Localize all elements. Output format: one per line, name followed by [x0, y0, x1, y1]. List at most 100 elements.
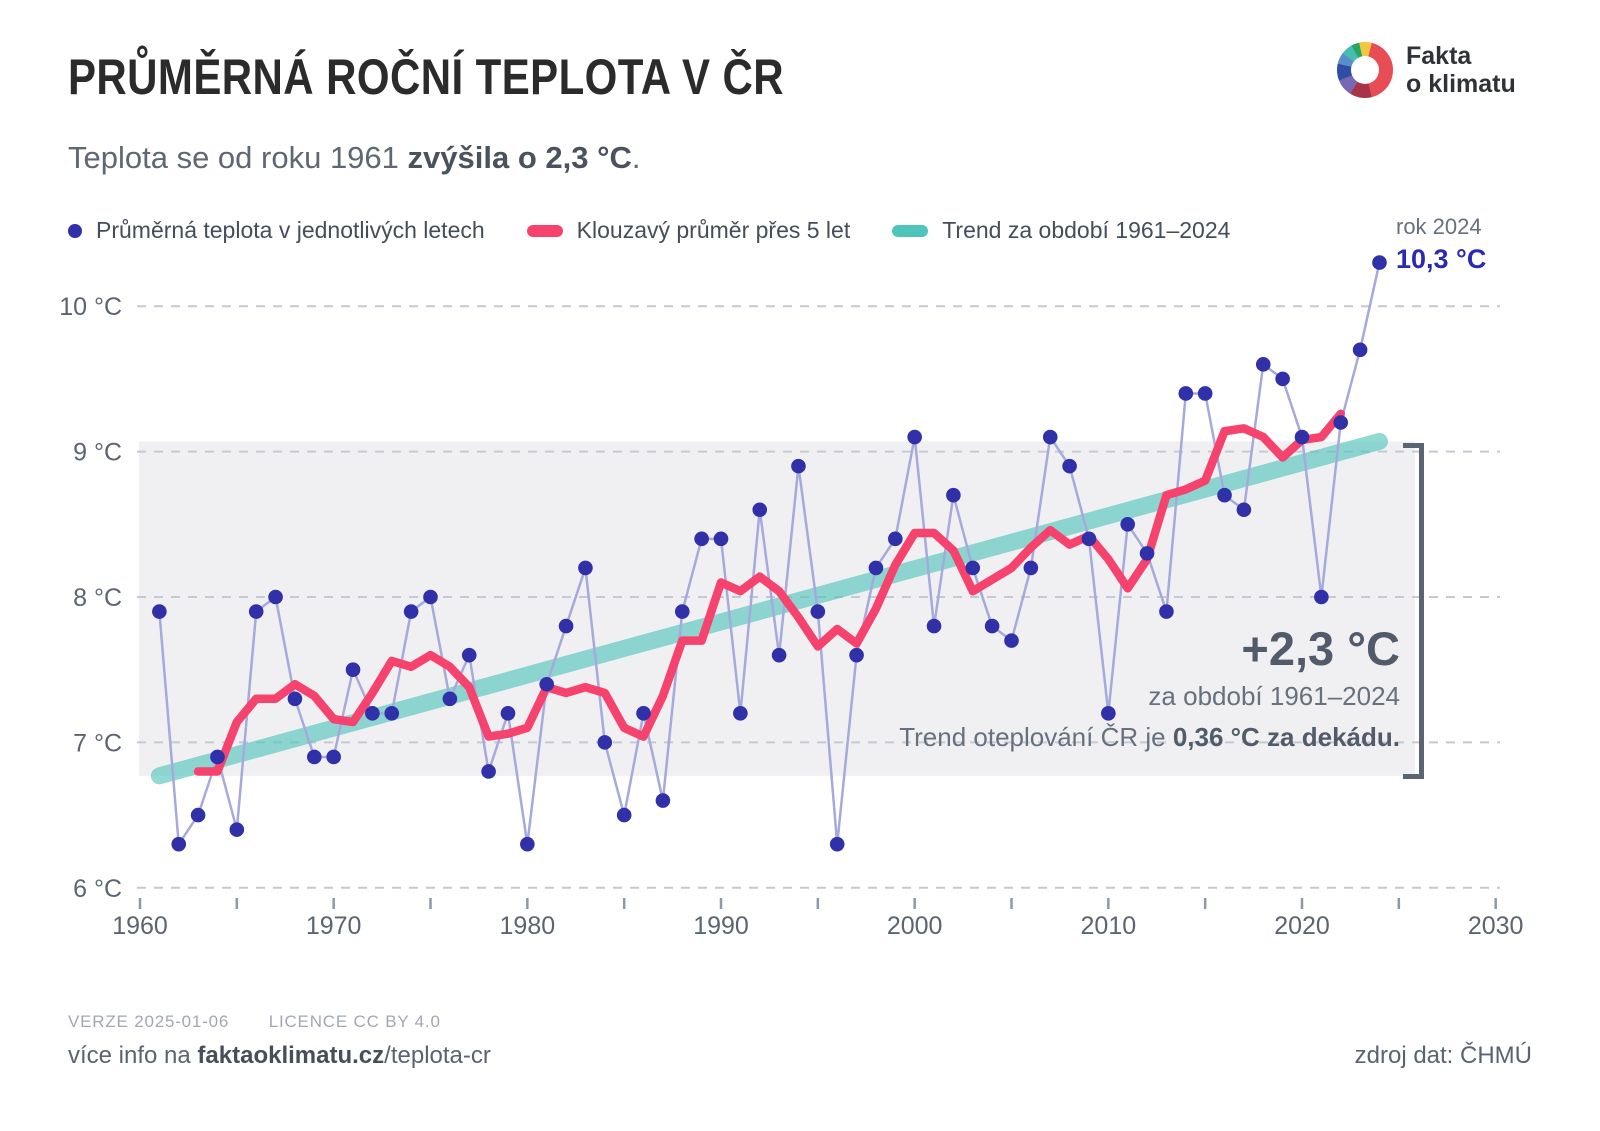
data-point [1217, 487, 1232, 503]
footer-info-link: více info na faktaoklimatu.cz/teplota-cr [68, 1042, 491, 1070]
footer-meta: VERZE 2025-01-06 LICENCE CC BY 4.0 [68, 1012, 491, 1032]
data-point [1372, 255, 1387, 270]
page-title-text: PRŮMĚRNÁ ROČNÍ TEPLOTA V ČR [68, 49, 785, 105]
legend-item-yearly: Průměrná teplota v jednotlivých letech [68, 217, 485, 244]
data-point [849, 647, 864, 663]
x-axis-label: 1990 [693, 912, 749, 940]
data-point [190, 807, 206, 823]
data-point [674, 604, 690, 619]
page-title: PRŮMĚRNÁ ROČNÍ TEPLOTA V ČR [68, 48, 920, 106]
data-point [1255, 357, 1271, 372]
legend-item-moving-average: Klouzavý průměr přes 5 let [526, 217, 851, 244]
footer-left: VERZE 2025-01-06 LICENCE CC BY 4.0 více … [68, 1012, 491, 1070]
footer-info-path: /teplota-cr [384, 1042, 491, 1069]
data-point [965, 560, 981, 576]
data-point [307, 749, 322, 765]
data-point [868, 560, 884, 576]
data-point [384, 706, 400, 721]
donut-chart-logo-icon [1337, 42, 1393, 98]
data-point [1042, 429, 1058, 445]
data-point [403, 604, 419, 619]
data-point [1314, 589, 1329, 605]
data-point [636, 706, 651, 721]
data-point [1197, 386, 1213, 401]
data-point [984, 618, 1000, 634]
y-axis-label: 10 °C [59, 293, 122, 321]
data-point [1159, 604, 1174, 619]
brand-name-line1: Fakta [1406, 42, 1472, 70]
data-point [810, 604, 826, 619]
data-source: zdroj dat: ČHMÚ [1354, 1042, 1532, 1069]
trend-line-icon [892, 224, 929, 237]
trend-annotation-rate: Trend oteplování ČR je 0,36 °C za dekádu… [899, 721, 1400, 754]
moving-average-line-icon [526, 224, 563, 237]
trend-annotation-headline: +2,3 °C [1241, 622, 1400, 675]
legend-label-trend: Trend za období 1961–2024 [942, 217, 1231, 243]
legend-item-trend: Trend za období 1961–2024 [892, 217, 1230, 244]
data-point [791, 458, 806, 474]
subtitle: Teplota se od roku 1961 zvýšila o 2,3 °C… [68, 140, 641, 176]
data-point [287, 691, 303, 707]
x-axis-label: 1980 [500, 912, 556, 940]
footer-info-prefix: více info na [68, 1042, 198, 1069]
data-point [1236, 502, 1252, 518]
data-point [1333, 415, 1349, 430]
data-point [268, 589, 283, 605]
subtitle-highlight: zvýšila o 2,3 °C [407, 140, 632, 175]
brand-logo: Fakta o klimatu [1337, 42, 1516, 98]
x-axis-label: 1970 [306, 912, 362, 940]
data-point [888, 531, 903, 547]
legend-label-moving-average: Klouzavý průměr přes 5 let [576, 217, 851, 243]
data-point [520, 836, 535, 852]
data-point [694, 531, 709, 547]
subtitle-suffix: . [631, 140, 641, 175]
subtitle-prefix: Teplota se od roku 1961 [68, 140, 408, 175]
data-point [1101, 706, 1116, 721]
x-axis-label: 2000 [887, 912, 943, 940]
data-point [1139, 546, 1155, 561]
data-point [713, 531, 729, 547]
footer-version: VERZE 2025-01-06 [68, 1012, 230, 1031]
data-point [578, 560, 593, 576]
data-point [423, 589, 438, 605]
data-point [229, 822, 245, 837]
peak-point-label: rok 2024 10,3 °C [1396, 216, 1486, 273]
data-point [210, 749, 225, 765]
data-point [152, 604, 167, 619]
trend-rate-value: 0,36 °C za dekádu. [1172, 721, 1400, 752]
data-point [926, 618, 942, 634]
data-point [1081, 531, 1097, 547]
data-point [597, 735, 613, 750]
x-axis-label: 2010 [1081, 912, 1137, 940]
yearly-dot-icon [68, 223, 82, 238]
data-point [771, 647, 787, 663]
data-point [442, 691, 458, 707]
x-axis-label: 1960 [112, 912, 168, 940]
data-point [1178, 386, 1194, 401]
data-point [171, 836, 187, 852]
y-axis-label: 6 °C [73, 875, 122, 903]
data-point [1023, 560, 1039, 576]
data-point [481, 764, 496, 779]
data-point [365, 706, 380, 721]
data-point [1004, 633, 1019, 648]
data-point [1120, 517, 1136, 532]
data-point [829, 836, 845, 852]
trend-annotation-period: za období 1961–2024 [1148, 681, 1400, 711]
data-point [733, 706, 748, 721]
x-axis-label: 2020 [1274, 912, 1330, 940]
data-point [461, 647, 477, 663]
data-point [1294, 429, 1310, 445]
peak-value-label: 10,3 °C [1396, 244, 1487, 274]
data-point [655, 793, 671, 808]
chart-legend: Průměrná teplota v jednotlivých letech K… [68, 217, 1230, 244]
data-point [946, 487, 961, 503]
y-axis-label: 7 °C [73, 729, 122, 757]
brand-name: Fakta o klimatu [1406, 42, 1516, 98]
data-point [1062, 458, 1077, 474]
data-point [1275, 371, 1290, 387]
peak-year-label: rok 2024 [1396, 214, 1482, 239]
data-point [326, 749, 341, 765]
range-bracket [1403, 443, 1424, 779]
